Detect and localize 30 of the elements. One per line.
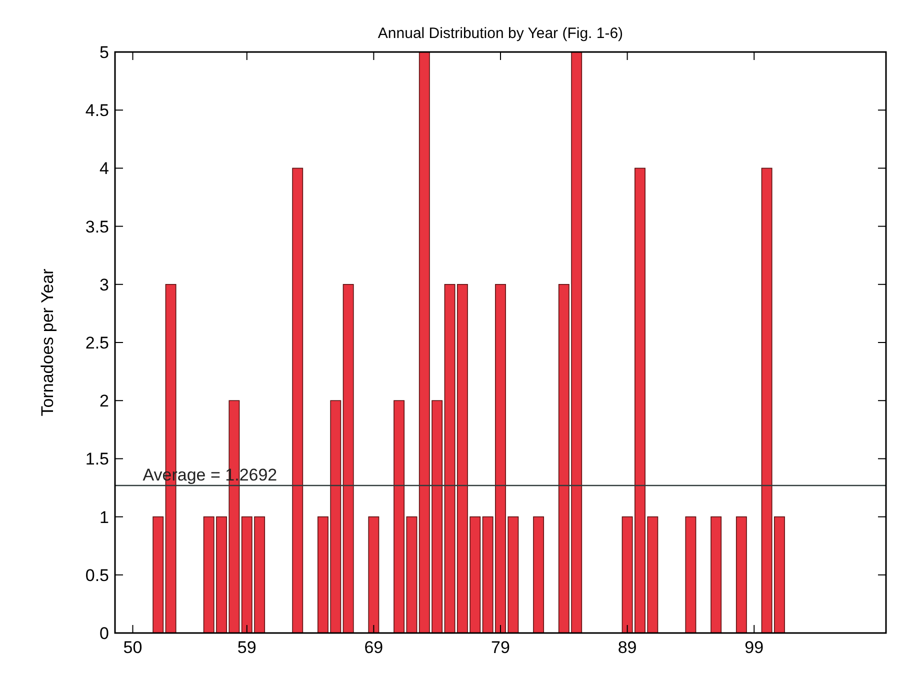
bar	[736, 516, 747, 634]
y-tick-label: 2.5	[85, 334, 109, 352]
y-tick-label: 2	[100, 392, 109, 411]
y-tick-label: 1.5	[85, 450, 109, 469]
chart-title: Annual Distribution by Year (Fig. 1-6)	[378, 25, 624, 42]
y-tick-label: 3	[100, 275, 109, 294]
bar	[444, 284, 456, 634]
bar	[152, 516, 164, 634]
bar	[292, 168, 304, 634]
y-tick-label: 4	[100, 159, 109, 178]
y-tick-label: 4.5	[85, 101, 109, 120]
x-tick-label: 69	[364, 638, 384, 657]
y-axis-title: Tornadoes per Year	[38, 268, 57, 416]
y-tick-label: 0	[100, 624, 109, 643]
x-tick-label: 59	[237, 638, 256, 657]
bar	[342, 284, 354, 634]
x-tick-label: 79	[491, 638, 510, 657]
y-tick-label: 5	[100, 43, 109, 62]
bar	[710, 516, 722, 634]
x-tick-label: 50	[123, 638, 142, 657]
bar	[368, 516, 380, 634]
bar	[394, 400, 405, 634]
y-tick-label: 1	[100, 508, 109, 527]
bar	[406, 516, 418, 634]
bar	[533, 516, 544, 634]
x-tick-label: 99	[744, 638, 764, 657]
bar	[685, 516, 696, 634]
x-tick-label: 89	[618, 638, 637, 657]
y-tick-label: 0.5	[85, 566, 109, 585]
y-tick-label: 3.5	[85, 217, 109, 236]
